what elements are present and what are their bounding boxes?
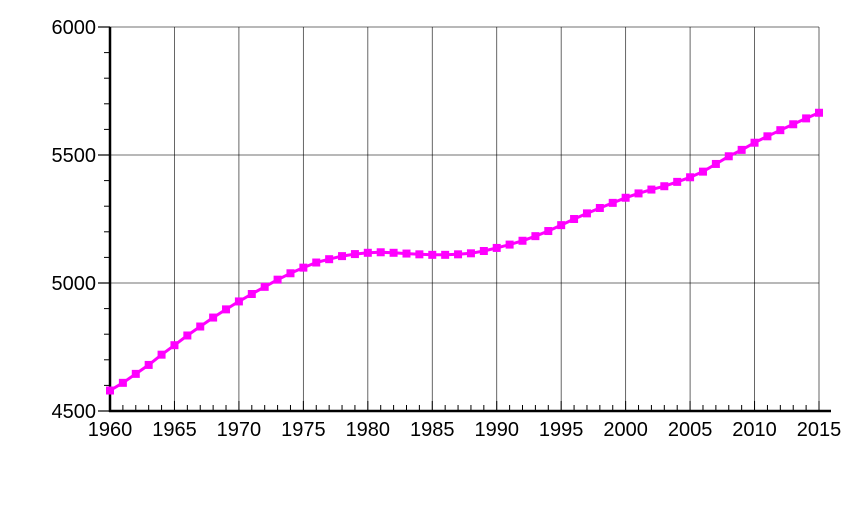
y-tick-label: 4500 [52,401,97,423]
data-point [582,209,591,218]
data-point [505,240,514,249]
x-tick-label: 2010 [732,419,777,441]
data-point [402,249,411,258]
data-point [338,252,347,261]
data-point [698,167,707,176]
data-point [234,297,243,306]
axes [98,26,831,413]
data-point [299,263,308,272]
y-tick-label: 5000 [52,273,97,295]
data-point [711,159,720,168]
data-point [428,250,437,259]
data-point [595,203,604,212]
data-point [131,369,140,378]
tick-labels: 1960 1965 1970 1975 1980 1985 1990 1995 2000 2005… [52,17,842,441]
data-point [686,173,695,182]
data-point [363,248,372,257]
data-point [389,248,398,257]
x-tick-label: 1970 [217,419,262,441]
y-tick-label: 6000 [52,17,97,39]
data-point [802,114,811,123]
x-tick-label: 1965 [152,419,197,441]
data-point [209,313,218,322]
data-point [815,108,823,117]
data-point [273,275,282,284]
data-point [286,269,295,278]
data-point [634,189,643,198]
data-point [247,290,256,299]
series-polyline [109,111,820,392]
data-point [183,331,192,340]
data-point [196,322,205,331]
x-tick-label: 1995 [539,419,584,441]
data-point [222,305,231,314]
data-point [479,247,488,255]
data-point [660,182,669,191]
data-point [621,193,630,202]
data-point [544,227,553,236]
data-point [350,250,359,259]
data-point [531,232,540,241]
y-tick-label: 5500 [52,145,97,167]
x-tick-label: 1980 [346,419,391,441]
data-point [260,282,269,291]
data-point [673,177,682,186]
series-line [109,111,820,392]
data-point [724,152,733,161]
data-point [763,132,772,141]
data-point [170,341,179,350]
data-point [647,185,656,194]
x-tick-label: 1990 [474,419,519,441]
data-point [441,250,450,259]
data-point [144,360,153,369]
data-point [118,378,127,387]
x-tick-label: 1960 [88,419,133,441]
data-point [608,198,617,207]
x-tick-label: 1985 [410,419,455,441]
data-point [157,350,166,359]
data-point [106,386,114,395]
data-point [376,248,385,257]
x-tick-label: 2005 [668,419,713,441]
data-point [789,120,798,129]
grid [110,26,820,411]
data-markers [106,108,823,395]
data-point [776,126,785,135]
data-point [466,249,475,258]
data-point [415,250,424,259]
x-tick-label: 2000 [603,419,648,441]
data-point [312,258,321,267]
data-point [492,243,501,252]
x-tick-label: 1975 [281,419,326,441]
data-point [454,250,463,259]
x-tick-label: 2015 [797,419,842,441]
data-point [750,138,759,147]
data-point [325,255,334,264]
data-point [570,215,579,223]
data-point [737,145,746,154]
data-point [557,221,566,230]
data-point [518,236,527,245]
